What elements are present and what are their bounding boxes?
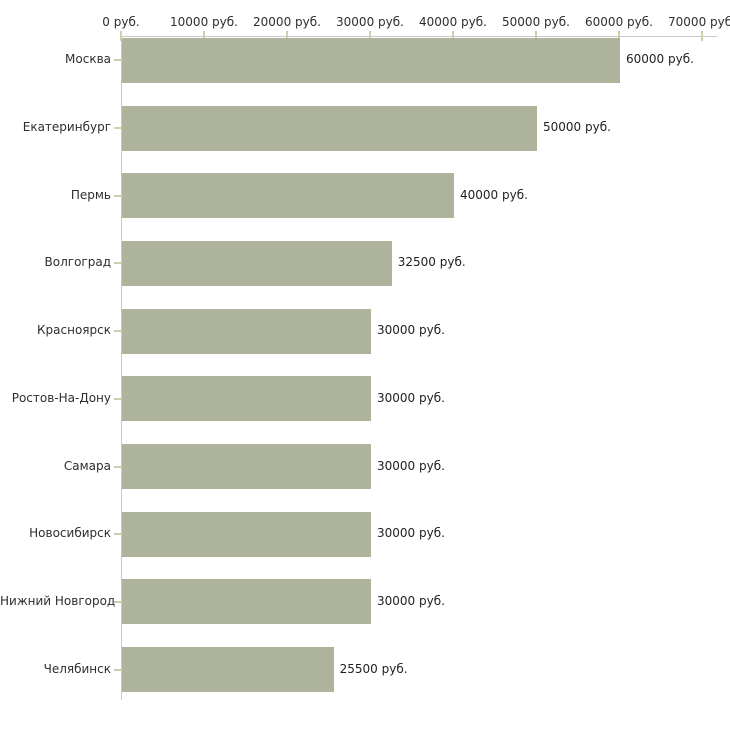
category-label: Нижний Новгород <box>0 593 116 608</box>
bar-1 <box>122 37 620 83</box>
bar-8 <box>122 511 371 557</box>
x-axis-tick <box>701 31 703 41</box>
x-axis-tick-label: 30000 руб. <box>336 15 404 29</box>
x-axis-tick <box>535 31 537 41</box>
y-axis-tick <box>114 600 122 603</box>
value-label: 30000 руб. <box>377 458 445 473</box>
x-axis-tick-label: 0 руб. <box>102 15 140 29</box>
category-label: Москва <box>65 52 111 67</box>
x-axis-line <box>121 36 717 37</box>
category-label: Волгоград <box>44 255 111 270</box>
y-axis-tick <box>114 397 122 400</box>
x-axis-tick <box>120 31 122 41</box>
x-axis-tick-label: 10000 руб. <box>170 15 238 29</box>
x-axis-tick-label: 40000 руб. <box>419 15 487 29</box>
x-axis-tick-label: 50000 руб. <box>502 15 570 29</box>
y-axis-tick <box>114 59 122 62</box>
category-label: Ростов-На-Дону <box>11 390 111 405</box>
value-label: 60000 руб. <box>626 52 694 67</box>
category-label: Самара <box>63 458 111 473</box>
bar-3 <box>122 173 454 219</box>
bar-6 <box>122 376 371 422</box>
y-axis-tick <box>114 262 122 265</box>
x-axis-tick-label: 60000 руб. <box>585 15 653 29</box>
category-label: Челябинск <box>43 661 111 676</box>
y-axis-tick <box>114 533 122 536</box>
x-axis-tick <box>369 31 371 41</box>
bar-9 <box>122 579 371 625</box>
bar-2 <box>122 105 537 151</box>
bar-10 <box>122 647 334 693</box>
x-axis-tick <box>618 31 620 41</box>
value-label: 30000 руб. <box>377 390 445 405</box>
x-axis-tick <box>286 31 288 41</box>
category-label: Пермь <box>70 187 111 202</box>
category-label: Красноярск <box>37 323 111 338</box>
y-axis-tick <box>114 330 122 333</box>
x-axis-tick <box>203 31 205 41</box>
bar-5 <box>122 308 371 354</box>
value-label: 30000 руб. <box>377 593 445 608</box>
y-axis-tick <box>114 194 122 197</box>
bar-7 <box>122 444 371 489</box>
value-label: 32500 руб. <box>397 255 466 270</box>
bar-4 <box>122 240 392 286</box>
category-label: Новосибирск <box>29 526 111 541</box>
value-label: 25500 руб. <box>339 661 408 676</box>
value-label: 50000 руб. <box>543 120 611 134</box>
x-axis-tick-label: 70000 руб. <box>668 15 730 29</box>
y-axis-line <box>121 36 122 700</box>
x-axis-tick-label: 20000 руб. <box>253 15 321 29</box>
x-axis-tick <box>452 31 454 41</box>
value-label: 30000 руб. <box>377 526 445 541</box>
y-axis-tick <box>114 465 122 468</box>
y-axis-tick <box>114 668 122 671</box>
value-label: 40000 руб. <box>460 187 528 202</box>
category-label: Екатеринбург <box>22 120 111 134</box>
value-label: 30000 руб. <box>377 323 445 338</box>
y-axis-tick <box>114 127 122 129</box>
